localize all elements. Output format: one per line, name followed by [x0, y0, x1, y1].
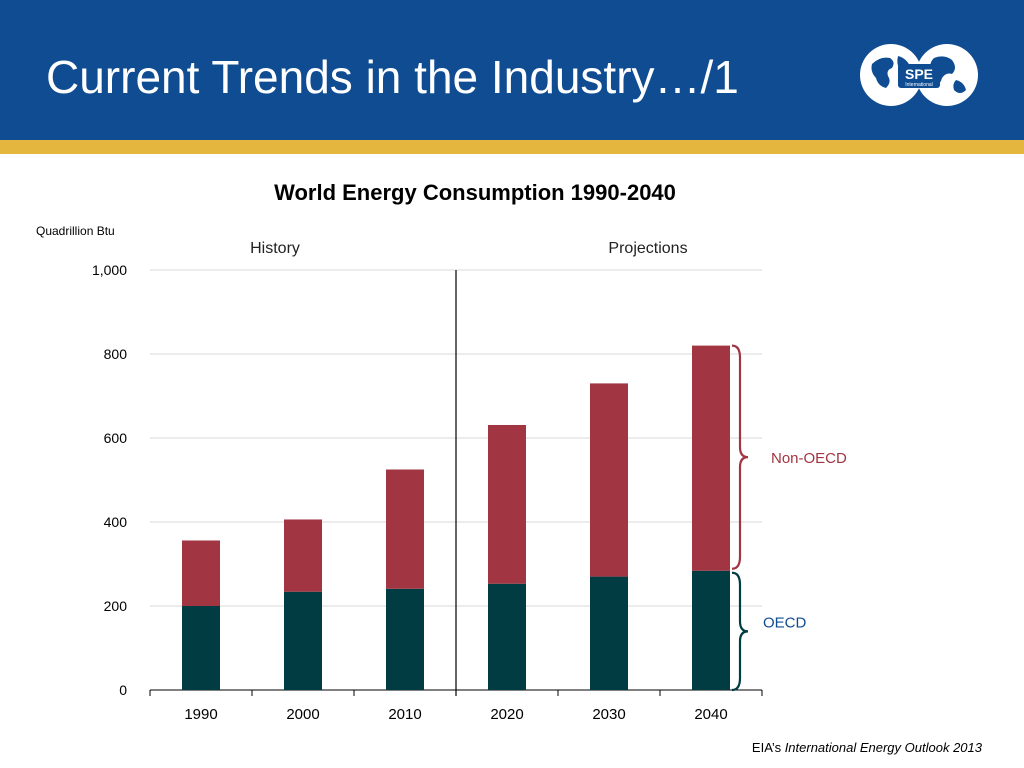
bar-non-oecd-2000 — [284, 519, 322, 592]
source-note: EIA’s International Energy Outlook 2013 — [752, 740, 982, 755]
logo-subtext: International — [905, 82, 933, 88]
x-tick-label: 2000 — [286, 706, 319, 723]
brace-non-oecd — [731, 344, 749, 570]
section-label-history: History — [250, 240, 300, 257]
slide-header — [0, 0, 1024, 140]
brace-oecd — [731, 571, 749, 692]
x-tick-label: 1990 — [184, 706, 217, 723]
logo-badge — [898, 64, 940, 88]
section-label-projections: Projections — [608, 240, 688, 257]
logo-text: SPE — [905, 66, 933, 82]
x-tick-label: 2040 — [694, 706, 727, 723]
source-prefix: EIA’s — [751, 740, 785, 755]
y-axis-unit-label: Quadrillion Btu — [36, 224, 115, 238]
y-tick-label: 600 — [104, 430, 128, 446]
logo-globe-left — [860, 44, 922, 106]
slide-title: Current Trends in the Industry…/1 — [46, 51, 739, 103]
header-stripe — [0, 140, 1024, 154]
chart-title: World Energy Consumption 1990-2040 — [274, 180, 676, 205]
x-tick-label: 2020 — [490, 706, 523, 723]
logo-continent-icon — [953, 80, 966, 93]
y-tick-label: 1,000 — [92, 262, 127, 278]
bar-oecd-2030 — [590, 576, 628, 690]
bar-oecd-2010 — [386, 588, 424, 690]
legend-label-oecd: OECD — [763, 614, 807, 631]
bar-non-oecd-2040 — [692, 345, 730, 571]
bar-oecd-2000 — [284, 591, 322, 690]
y-tick-label: 200 — [104, 598, 128, 614]
logo-continent-icon — [871, 57, 894, 88]
y-tick-label: 400 — [104, 514, 128, 530]
bar-non-oecd-1990 — [182, 540, 220, 606]
spe-logo: SPE International — [860, 44, 978, 106]
bar-non-oecd-2030 — [590, 383, 628, 577]
bar-non-oecd-2010 — [386, 469, 424, 589]
y-tick-label: 0 — [119, 682, 127, 698]
x-tick-label: 2030 — [592, 706, 625, 723]
y-tick-label: 800 — [104, 346, 128, 362]
bar-oecd-2020 — [488, 583, 526, 690]
bar-oecd-1990 — [182, 606, 220, 690]
legend-label-non-oecd: Non-OECD — [771, 450, 847, 467]
source-title: International Energy Outlook 2013 — [784, 740, 982, 755]
bar-non-oecd-2020 — [488, 424, 526, 584]
x-tick-label: 2010 — [388, 706, 421, 723]
bar-oecd-2040 — [692, 570, 730, 690]
